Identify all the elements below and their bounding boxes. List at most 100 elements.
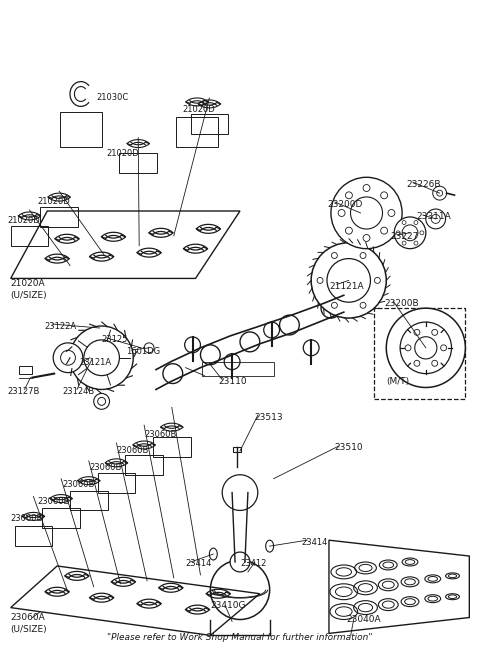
Circle shape <box>346 192 352 198</box>
Bar <box>125 455 163 475</box>
Bar <box>60 112 102 147</box>
Circle shape <box>222 475 258 510</box>
Circle shape <box>414 241 418 245</box>
Text: 23227: 23227 <box>390 233 419 241</box>
Ellipse shape <box>266 540 274 552</box>
Circle shape <box>441 345 446 351</box>
Text: 23311A: 23311A <box>416 212 451 221</box>
Text: 23412: 23412 <box>240 559 266 569</box>
Circle shape <box>279 315 300 335</box>
Ellipse shape <box>209 548 217 560</box>
Circle shape <box>240 332 260 352</box>
Text: 23060B: 23060B <box>144 430 177 439</box>
Text: 23125: 23125 <box>102 335 128 345</box>
Text: 23510: 23510 <box>334 443 362 453</box>
Text: 21020D: 21020D <box>183 105 216 115</box>
Circle shape <box>433 186 446 200</box>
Circle shape <box>431 214 440 223</box>
Circle shape <box>388 210 395 216</box>
Text: 23110: 23110 <box>218 377 247 386</box>
Circle shape <box>338 210 345 216</box>
Text: (M/T): (M/T) <box>386 377 409 386</box>
Circle shape <box>426 209 445 229</box>
Text: 23060B: 23060B <box>37 497 70 506</box>
Circle shape <box>396 231 400 234</box>
Circle shape <box>327 259 371 302</box>
Circle shape <box>321 298 341 318</box>
Circle shape <box>402 241 406 245</box>
Circle shape <box>331 303 337 309</box>
Text: 23060B: 23060B <box>90 463 122 472</box>
Circle shape <box>185 337 201 353</box>
Text: 23040A: 23040A <box>347 615 382 624</box>
Circle shape <box>363 185 370 191</box>
Bar <box>233 447 241 452</box>
Circle shape <box>84 340 120 375</box>
Circle shape <box>311 243 386 318</box>
Circle shape <box>381 227 387 234</box>
Text: 23060A: 23060A <box>11 613 46 622</box>
Circle shape <box>264 322 279 338</box>
Circle shape <box>414 360 420 366</box>
Circle shape <box>402 221 406 225</box>
Circle shape <box>400 322 452 373</box>
Circle shape <box>94 394 109 409</box>
Text: 23060B: 23060B <box>11 514 43 523</box>
Circle shape <box>346 227 352 234</box>
Bar <box>11 226 48 246</box>
Bar <box>191 114 228 134</box>
Text: 23200B: 23200B <box>384 299 419 308</box>
Circle shape <box>363 234 370 242</box>
Bar <box>19 365 33 373</box>
Text: 21020D: 21020D <box>37 196 70 206</box>
Bar <box>374 308 466 400</box>
Text: 23410G: 23410G <box>210 601 246 610</box>
Circle shape <box>432 360 438 366</box>
Circle shape <box>386 308 466 388</box>
Circle shape <box>70 326 133 390</box>
Circle shape <box>53 343 83 373</box>
Circle shape <box>394 217 426 249</box>
Text: 23414: 23414 <box>186 559 212 569</box>
Circle shape <box>420 231 424 234</box>
Text: 23414: 23414 <box>301 538 328 547</box>
Bar <box>14 527 52 546</box>
Circle shape <box>303 340 319 356</box>
Circle shape <box>163 364 183 384</box>
Bar <box>42 508 80 529</box>
Text: 1601DG: 1601DG <box>126 347 160 356</box>
Circle shape <box>350 197 383 229</box>
Circle shape <box>374 278 380 284</box>
Text: 23060B: 23060B <box>117 447 149 455</box>
Bar <box>70 491 108 510</box>
Text: "Please refer to Work Shop Manual for further information": "Please refer to Work Shop Manual for fu… <box>107 633 373 642</box>
Circle shape <box>360 253 366 259</box>
Circle shape <box>60 350 75 365</box>
Circle shape <box>402 225 418 241</box>
Circle shape <box>317 278 323 284</box>
Text: 23121A: 23121A <box>80 358 112 367</box>
Bar <box>203 362 274 375</box>
Bar <box>176 117 218 147</box>
Text: 23513: 23513 <box>255 413 284 422</box>
Bar <box>153 437 191 457</box>
Text: 21121A: 21121A <box>329 282 363 291</box>
Circle shape <box>415 337 437 359</box>
Text: 21030C: 21030C <box>96 94 129 102</box>
Circle shape <box>414 329 420 335</box>
Bar <box>40 207 78 227</box>
Text: 23200D: 23200D <box>327 200 362 208</box>
Circle shape <box>224 354 240 369</box>
Circle shape <box>437 190 443 196</box>
Bar <box>120 153 157 174</box>
Circle shape <box>405 345 411 351</box>
Bar <box>97 473 135 493</box>
Circle shape <box>144 343 154 353</box>
Text: 23122A: 23122A <box>44 322 76 331</box>
Text: (U/SIZE): (U/SIZE) <box>11 625 48 634</box>
Text: 23127B: 23127B <box>8 387 40 396</box>
Text: (U/SIZE): (U/SIZE) <box>11 291 48 300</box>
Circle shape <box>97 398 106 405</box>
Circle shape <box>432 329 438 335</box>
Text: 23124B: 23124B <box>62 387 95 396</box>
